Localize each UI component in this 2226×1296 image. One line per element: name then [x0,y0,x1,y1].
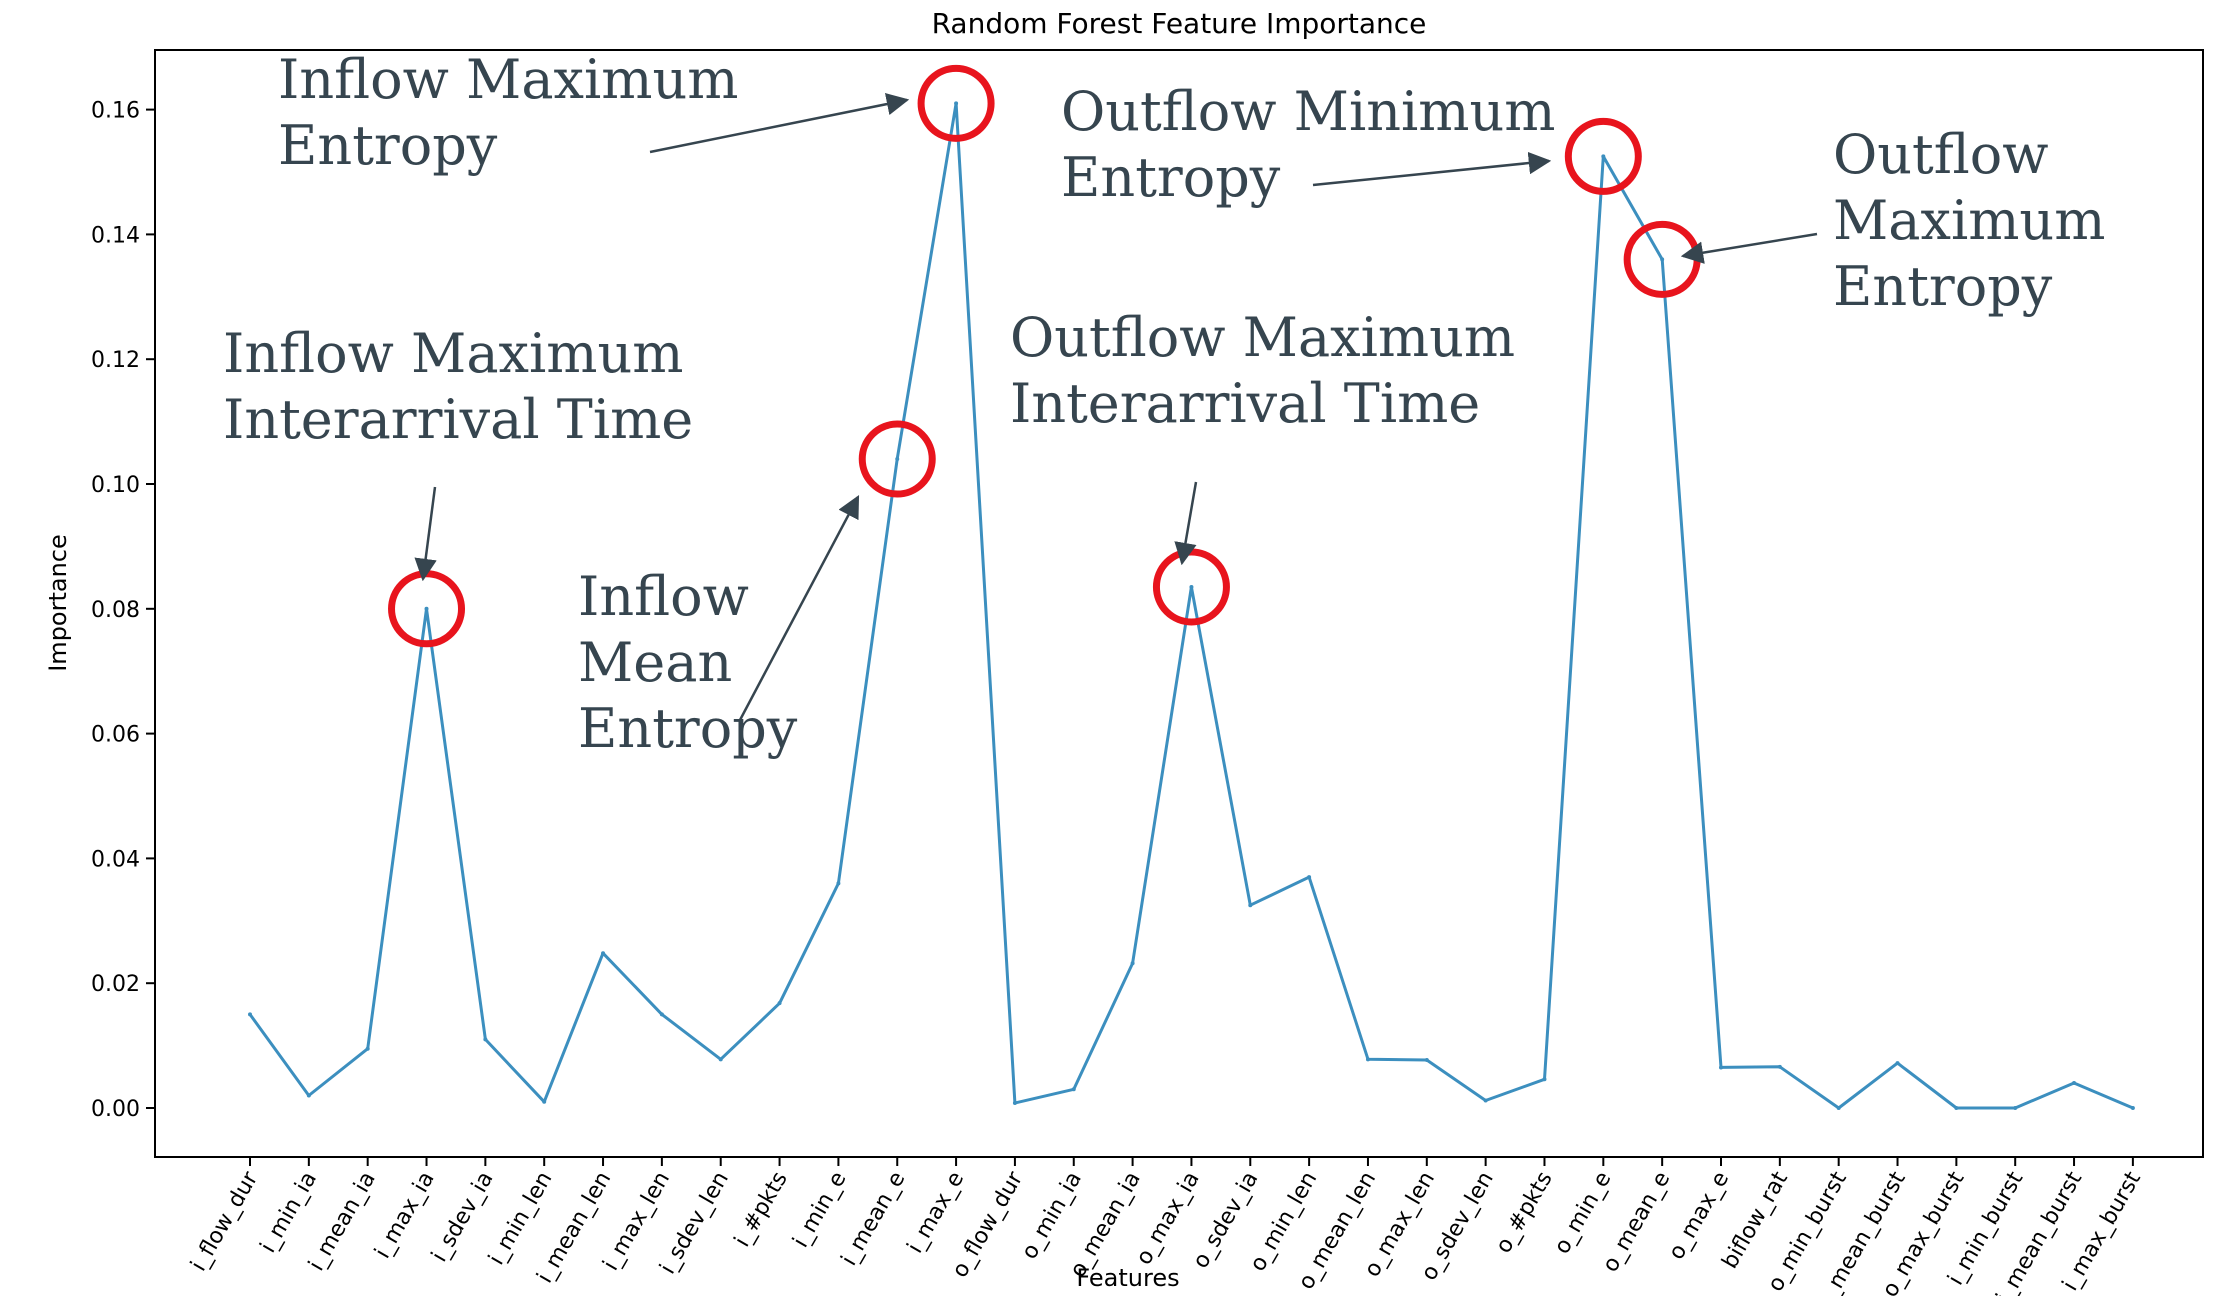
data-point-o-sdev-ia [1248,903,1253,908]
data-point-o-min-len [1307,875,1312,880]
annotation-arrow-o-min-e [1312,151,1552,187]
highlight-circles [388,64,1701,648]
y-tick-label: 0.06 [91,723,140,748]
x-tick-label: o_min_e [1550,1168,1617,1259]
data-point-o-max-len [1424,1057,1429,1062]
highlight-circle-i-mean-e [858,420,936,498]
x-tick-label: i_flow_dur [186,1167,263,1276]
data-point-i-mean-e [895,457,900,462]
highlight-circle-i-max-e [917,64,995,142]
annotation-text-line: Maximum [1833,189,2105,252]
data-point-o-min-ia [1071,1087,1076,1092]
annotation-text-line: Interarrival Time [223,388,693,451]
data-point-i-mean-burst [2072,1081,2077,1086]
y-axis-title: Importance [44,534,72,672]
data-point-o-mean-burst [1895,1061,1900,1066]
annotation-text-line: Entropy [578,697,798,760]
annotation-text-line: Interarrival Time [1010,372,1480,435]
data-points [248,101,2135,1110]
data-point-o-max-ia [1189,584,1194,589]
annotation-text-line: Outflow Minimum [1061,80,1555,143]
x-tick-label: o_#pkts [1491,1168,1557,1258]
x-axis-title: Features [1076,1264,1179,1292]
y-axis: 0.00 0.02 0.04 0.06 0.08 0.10 0.12 0.14 0.16 [91,99,155,1122]
data-point-i-max-burst [2130,1106,2135,1110]
data-point-o-pkts [1542,1077,1547,1082]
data-point-i-min-len [542,1099,547,1104]
annotation-arrow-i-max-ia [414,486,437,582]
data-point-i-sdev-ia [483,1037,488,1042]
data-point-i-mean-ia [365,1046,370,1051]
y-tick-label: 0.12 [91,348,140,373]
data-point-o-flow-dur [1012,1101,1017,1106]
data-point-i-pkts [777,1001,782,1006]
annotation-text-line: Inflow Maximum [278,48,738,111]
annotation-text-line: Entropy [1833,255,2053,318]
data-point-o-min-e [1601,154,1606,159]
annotation-arrow-o-mean-e [1680,232,1818,264]
data-point-o-min-burst [1836,1106,1841,1110]
y-tick-label: 0.14 [91,223,140,248]
x-tick-label: i_#pkts [730,1168,793,1252]
annotation-text-line: Outflow Maximum [1010,306,1515,369]
chart-title: Random Forest Feature Importance [932,7,1427,40]
data-point-i-min-e [836,881,841,886]
y-tick-label: 0.08 [91,598,140,623]
plot-area-frame [154,49,2204,1158]
highlight-circle-o-min-e [1564,117,1642,195]
data-point-i-min-ia [306,1093,311,1098]
data-point-i-max-e [954,101,959,106]
data-point-i-mean-len [601,951,606,956]
data-point-i-min-burst [2013,1106,2018,1110]
data-point-o-max-e [1719,1065,1723,1070]
data-point-o-mean-ia [1130,961,1135,966]
annotation-arrow-o-max-ia [1174,481,1198,566]
annotation-arrow-i-max-e [649,92,910,154]
annotation-text-line: Entropy [1061,146,1281,209]
x-tick-label: i_min_ia [256,1168,322,1258]
annotation-arrow-i-mean-e [738,495,860,721]
annotation-text-line: Inflow [578,565,749,628]
data-point-i-max-ia [424,606,429,611]
annotation-text-line: Inflow Maximum [223,322,683,385]
annotation-text-line: Mean [578,631,732,694]
data-point-o-mean-e [1660,257,1665,262]
x-tick-label: i_max_e [903,1168,969,1258]
y-tick-label: 0.00 [91,1097,140,1122]
data-point-i-flow-dur [248,1012,252,1017]
data-point-o-max-burst [1954,1106,1959,1110]
data-point-o-mean-len [1365,1057,1370,1062]
y-tick-label: 0.04 [91,847,140,872]
y-tick-label: 0.10 [91,473,140,498]
data-point-o-sdev-len [1483,1098,1488,1103]
data-point-biflow-rat [1777,1064,1782,1069]
y-tick-label: 0.16 [91,99,140,124]
annotation-text-line: Entropy [278,114,498,177]
y-tick-label: 0.02 [91,972,140,997]
annotation-text-line: Outflow [1833,123,2049,186]
x-tick-label: i_min_e [788,1168,851,1253]
data-point-i-max-len [659,1012,664,1017]
data-point-i-sdev-len [718,1057,723,1062]
